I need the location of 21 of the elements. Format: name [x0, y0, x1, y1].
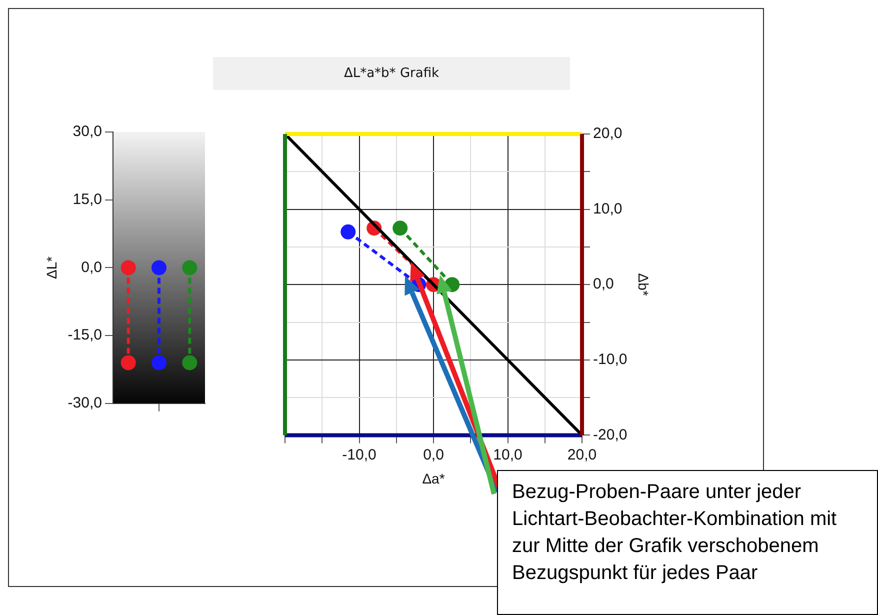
y2-tick-label: 10,0	[593, 200, 622, 218]
x-tick-label: 20,0	[567, 446, 597, 464]
y2-axis-title: Δb*	[636, 273, 652, 296]
y-tick-label: 0,0	[81, 258, 102, 276]
text: Bezug-Proben-Paare unter jeder Lichtart-Beobachter-Kombination mit zur Mitte der Grafik verschobenem Bezugspunkt für jedes Paar	[497, 470, 878, 615]
x-tick-label: 0,0	[423, 446, 444, 464]
y-axis-title: ΔL*	[43, 256, 60, 279]
x-tick-label: 10,0	[493, 446, 522, 464]
y-tick-label: 15,0	[72, 190, 102, 208]
y2-tick-label: 20,0	[593, 125, 622, 142]
point	[340, 224, 356, 240]
point	[392, 220, 408, 236]
x-tick-label: -10,0	[342, 446, 376, 464]
chart-title: ΔL*a*b* Grafik	[213, 57, 570, 90]
x-axis-title: Δa*	[422, 470, 446, 486]
y-tick-label: 30,0	[72, 123, 102, 140]
y2-tick-label: -10,0	[593, 351, 628, 368]
y-tick-label: -15,0	[68, 326, 102, 344]
y2-tick-label: 0,0	[593, 276, 614, 293]
y-tick-label: -30,0	[68, 394, 102, 412]
y2-tick-label: -20,0	[593, 426, 628, 444]
